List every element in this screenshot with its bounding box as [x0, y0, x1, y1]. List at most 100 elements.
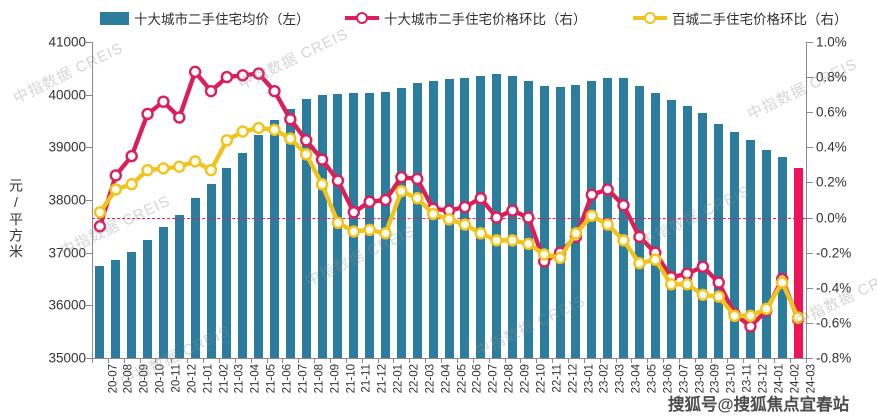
legend-item-ten-city-mom[interactable]: 十大城市二手住宅价格环比（右）: [345, 10, 587, 27]
x-axis-tick: [203, 359, 205, 363]
sohu-watermark: 搜狐号@搜狐焦点宜春站: [668, 396, 850, 414]
x-axis-label: 22-04: [440, 364, 453, 394]
bar-21-11: [349, 93, 359, 358]
creis-watermark: 中指数据 CREIS: [235, 25, 352, 94]
left-axis-tick-label: 41000: [48, 34, 86, 50]
x-axis-label: 22-10: [535, 364, 548, 394]
legend-label: 十大城市二手住宅价格环比（右）: [384, 12, 587, 27]
x-axis-tick: [345, 359, 347, 363]
right-axis-tick-label: -0.2%: [816, 245, 852, 261]
x-axis-tick: [568, 359, 569, 363]
hundred-city-mom-point-21-01: [188, 155, 202, 168]
right-axis-line: [806, 42, 807, 358]
left-axis-tick: [86, 94, 92, 96]
left-axis-tick: [86, 252, 92, 254]
hundred-city-mom-point-21-02: [204, 163, 218, 177]
bar-23-05: [634, 85, 644, 358]
x-axis-tick: [694, 359, 696, 363]
hundred-city-mom-point-20-08: [109, 183, 123, 196]
x-axis-tick: [647, 359, 649, 363]
x-axis-tick: [583, 359, 585, 363]
right-axis-tick-label: -0.8%: [816, 350, 852, 366]
left-axis-tick-label: 39000: [48, 139, 86, 155]
x-axis-label: 22-11: [551, 364, 564, 393]
right-axis-tick: [807, 287, 813, 289]
bar-21-08: [301, 98, 311, 358]
x-axis-tick: [456, 359, 458, 363]
bar-21-07: [285, 109, 295, 358]
right-axis-tick-label: 0.2%: [816, 174, 847, 190]
x-axis-label: 20-07: [106, 364, 119, 394]
x-axis-tick: [92, 359, 93, 363]
right-axis-tick: [807, 77, 813, 79]
x-axis-label: 21-11: [360, 364, 373, 393]
x-axis-tick: [393, 359, 395, 363]
x-axis-label: 21-04: [249, 364, 262, 394]
line-legend-marker: [633, 12, 667, 24]
ten-city-mom-point-20-10: [141, 107, 154, 121]
bar-20-07: [95, 265, 105, 358]
bar-23-01: [571, 84, 581, 358]
x-axis-label: 23-10: [725, 364, 738, 394]
x-axis-tick: [171, 359, 173, 363]
right-axis-tick-label: 1.0%: [816, 34, 847, 50]
ten-city-mom-point-20-11: [157, 95, 170, 108]
bar-23-09: [698, 113, 708, 358]
legend-item-avg-price[interactable]: 十大城市二手住宅均价（左）: [100, 10, 310, 27]
x-axis-tick: [599, 359, 601, 363]
x-axis-tick: [377, 359, 379, 363]
x-axis-label: 21-12: [376, 364, 389, 394]
x-axis-tick: [314, 359, 316, 363]
x-axis-tick: [409, 359, 411, 363]
bar-22-01: [381, 91, 391, 358]
x-axis-tick: [107, 359, 109, 363]
x-axis-tick: [441, 359, 443, 363]
x-axis-tick: [774, 359, 776, 363]
x-axis-tick: [266, 359, 268, 363]
hundred-city-mom-point-20-10: [141, 163, 154, 177]
x-axis-label: 23-01: [582, 364, 595, 394]
x-axis-label: 22-05: [456, 364, 468, 394]
x-axis-tick: [123, 359, 125, 363]
x-axis-tick: [679, 359, 681, 363]
left-axis-unit-label: 元/平方米: [8, 178, 24, 260]
bar-21-06: [269, 119, 279, 358]
bar-legend-marker: [100, 11, 129, 25]
x-axis-tick: [361, 359, 363, 363]
bar-22-08: [492, 74, 502, 358]
x-axis-label: 20-12: [186, 364, 199, 394]
x-axis-label: 23-02: [598, 364, 611, 394]
x-axis-tick: [615, 359, 617, 363]
bar-22-04: [428, 80, 438, 358]
right-axis-tick: [807, 112, 813, 114]
x-axis-label: 21-03: [233, 364, 246, 394]
left-axis-tick: [86, 147, 92, 149]
x-axis-tick: [663, 359, 665, 363]
legend-item-hundred-city-mom[interactable]: 百城二手住宅价格环比（右）: [633, 10, 848, 27]
x-axis-label: 21-08: [313, 364, 326, 394]
x-axis-tick: [520, 359, 522, 363]
bar-21-10: [333, 93, 343, 358]
x-axis-tick: [298, 359, 300, 363]
x-axis-label: 22-07: [487, 364, 500, 394]
ten-city-mom-point-21-03: [220, 70, 234, 84]
right-axis-tick-label: 0.8%: [816, 69, 847, 85]
bar-21-05: [254, 135, 264, 358]
x-axis-label: 23-08: [694, 364, 706, 394]
bar-23-02: [587, 80, 597, 358]
ten-city-mom-point-20-08: [109, 169, 123, 182]
right-axis-tick-label: -0.4%: [816, 280, 852, 296]
x-axis-label: 24-02: [789, 364, 802, 394]
x-axis-label: 24-03: [805, 364, 818, 394]
ten-city-mom-point-21-06: [268, 84, 281, 98]
x-axis-tick: [504, 359, 506, 363]
left-axis-line: [92, 42, 93, 358]
x-axis-tick: [234, 359, 236, 363]
right-axis-tick: [807, 182, 813, 184]
bar-22-03: [412, 83, 422, 358]
right-axis-tick: [807, 322, 813, 324]
ten-city-mom-point-20-09: [125, 149, 138, 163]
x-axis-label: 22-03: [424, 364, 437, 394]
bar-20-08: [111, 260, 121, 358]
x-axis-label: 23-05: [646, 364, 659, 394]
